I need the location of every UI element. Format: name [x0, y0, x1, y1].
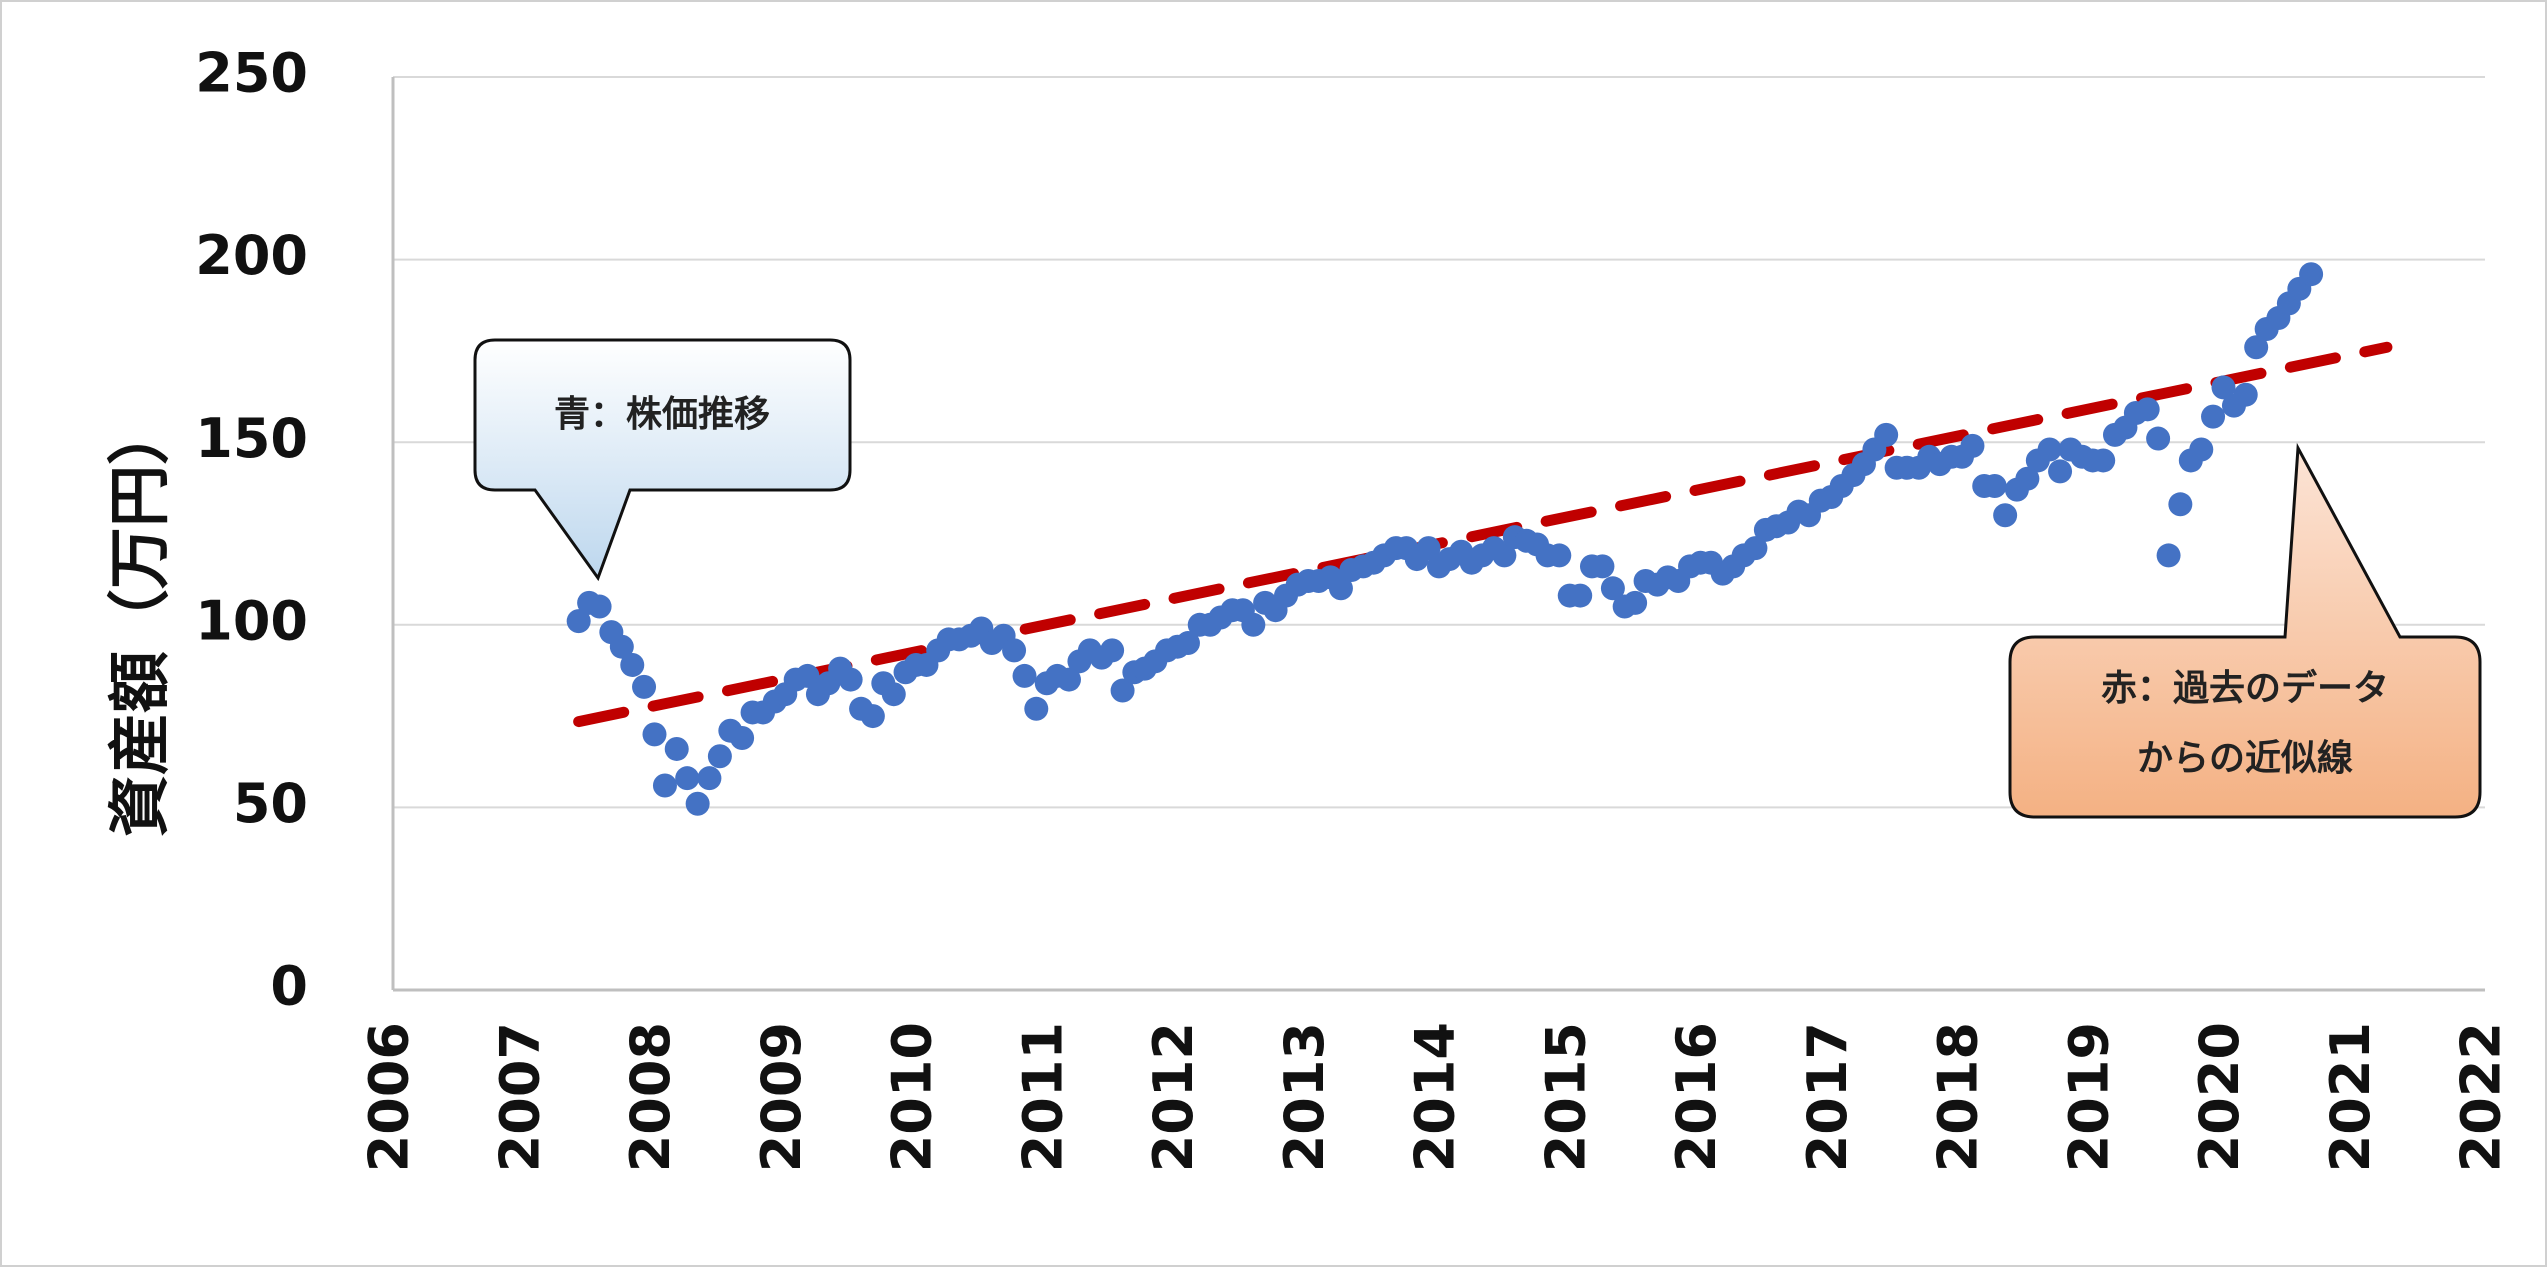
trend-line — [573, 341, 2393, 728]
data-point — [2201, 404, 2226, 429]
x-tick-label: 2011 — [1011, 1022, 1074, 1172]
y-tick-label: 250 — [195, 42, 308, 105]
data-point — [1002, 638, 1027, 663]
data-point — [707, 744, 732, 769]
callout-orange: 赤：過去のデータ からの近似線 — [2008, 442, 2482, 819]
x-tick-label: 2009 — [750, 1022, 813, 1172]
x-tick-label: 2006 — [358, 1022, 421, 1172]
x-tick-label: 2020 — [2188, 1022, 2251, 1172]
data-point — [1024, 696, 1049, 721]
data-point — [1568, 583, 1593, 608]
data-point — [1547, 543, 1572, 568]
axes — [391, 77, 2485, 992]
x-tick-label: 2010 — [881, 1022, 944, 1172]
x-tick-label: 2012 — [1142, 1022, 1205, 1172]
data-point — [2048, 459, 2073, 484]
data-point — [685, 791, 710, 816]
callout-blue-shape — [473, 338, 852, 582]
x-tick-label: 2019 — [2057, 1022, 2120, 1172]
data-point — [632, 674, 657, 699]
data-point — [566, 609, 591, 634]
data-point — [2037, 437, 2062, 462]
data-point — [1982, 474, 2007, 499]
data-point — [2168, 492, 2193, 517]
callout-blue: 青：株価推移 — [473, 338, 852, 582]
data-point — [587, 594, 612, 619]
data-point — [1328, 576, 1353, 601]
data-point — [838, 667, 863, 692]
data-point — [2299, 262, 2324, 287]
stock-price-series — [566, 262, 2324, 816]
y-tick-label: 50 — [233, 772, 308, 835]
y-tick-label: 200 — [195, 224, 308, 287]
data-point — [1590, 554, 1615, 579]
data-point — [730, 726, 755, 751]
data-point — [652, 773, 677, 798]
data-point — [1623, 590, 1648, 615]
callout-orange-text-line2: からの近似線 — [2137, 738, 2353, 779]
data-point — [1241, 612, 1266, 637]
data-point — [1012, 663, 1037, 688]
data-point — [2146, 426, 2171, 451]
data-point — [1110, 678, 1135, 703]
data-point — [1492, 543, 1517, 568]
data-point — [675, 766, 700, 791]
callout-blue-text: 青：株価推移 — [554, 394, 770, 435]
data-point — [1960, 433, 1985, 458]
data-point — [2135, 397, 2160, 422]
data-point — [2091, 448, 2116, 473]
data-point — [2211, 375, 2236, 400]
callout-orange-text-line1: 赤：過去のデータ — [2101, 667, 2389, 709]
data-point — [1175, 631, 1200, 656]
data-point — [664, 736, 689, 761]
data-point — [697, 766, 722, 791]
data-point — [881, 682, 906, 707]
x-tick-label: 2016 — [1665, 1022, 1728, 1172]
data-point — [2233, 382, 2258, 407]
data-point — [2015, 466, 2040, 491]
data-point — [609, 634, 634, 659]
data-point — [1874, 422, 1899, 447]
data-point — [860, 704, 885, 729]
data-point — [1056, 667, 1081, 692]
x-tick-label: 2015 — [1534, 1022, 1597, 1172]
x-tick-label: 2013 — [1273, 1022, 1336, 1172]
data-point — [1743, 536, 1768, 561]
data-point — [2156, 543, 2181, 568]
data-point — [2244, 335, 2269, 360]
y-tick-label: 100 — [195, 589, 308, 652]
data-point — [642, 722, 667, 747]
data-point — [2189, 437, 2214, 462]
data-point — [1600, 576, 1625, 601]
data-point — [1416, 536, 1441, 561]
data-point — [1993, 503, 2018, 528]
x-tick-label: 2018 — [1927, 1022, 1990, 1172]
x-tick-label: 2022 — [2450, 1022, 2513, 1172]
data-point — [1100, 638, 1125, 663]
y-tick-label: 0 — [270, 955, 308, 1018]
y-axis-label: 資産額（万円） — [103, 403, 176, 837]
trend-line-series — [573, 341, 2393, 728]
x-tick-label: 2008 — [619, 1022, 682, 1172]
x-tick-labels: 2006 2007 2008 2009 2010 2011 2012 2013 2014 2015… — [358, 1022, 2513, 1172]
x-tick-label: 2017 — [1796, 1022, 1859, 1172]
x-tick-label: 2007 — [488, 1022, 551, 1172]
data-point — [620, 652, 645, 677]
x-tick-label: 2021 — [2319, 1022, 2382, 1172]
callout-orange-shape — [2008, 442, 2482, 819]
y-tick-label: 150 — [195, 407, 308, 470]
data-point — [795, 663, 820, 688]
x-tick-label: 2014 — [1404, 1022, 1467, 1172]
y-tick-labels: 0 50 100 150 200 250 — [195, 42, 308, 1018]
